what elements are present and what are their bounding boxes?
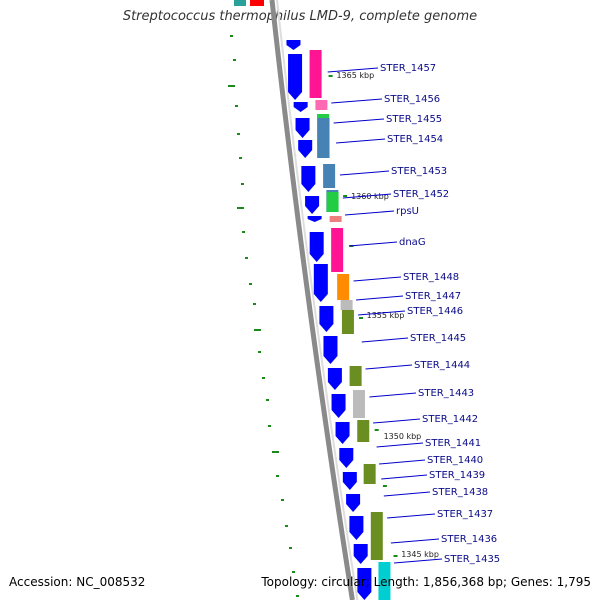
gene-label: STER_1437 xyxy=(437,509,493,520)
accession-text: Accession: NC_008532 xyxy=(9,575,146,589)
cds-arrow xyxy=(331,394,346,418)
gene-label: STER_1447 xyxy=(405,291,461,302)
cog-feature-block xyxy=(329,216,342,222)
feature-block xyxy=(234,0,246,6)
feature-block xyxy=(250,0,264,6)
cog-feature-block xyxy=(349,366,362,386)
page-title: Streptococcus thermophilus LMD-9, comple… xyxy=(122,9,478,24)
cog-feature-block xyxy=(363,464,376,484)
cog-feature-block xyxy=(315,100,328,110)
gene-label-leader xyxy=(348,241,398,247)
cog-feature-block xyxy=(378,562,391,600)
gene-label-leader xyxy=(353,276,402,282)
gene-label: STER_1440 xyxy=(427,455,483,466)
gene-label: STER_1457 xyxy=(380,63,436,74)
gene-label: dnaG xyxy=(399,237,426,248)
cog-feature-block xyxy=(323,164,336,188)
gene-label: STER_1446 xyxy=(407,306,463,317)
gene-label-leader xyxy=(379,459,426,465)
gene-label: STER_1455 xyxy=(386,114,442,125)
gene-label-leader xyxy=(339,170,390,176)
cog-feature-block xyxy=(317,118,330,158)
kbp-tick-label: 1360 kbp xyxy=(351,192,389,201)
gene-label-leader xyxy=(356,295,404,301)
cds-arrow xyxy=(298,140,313,158)
gene-label: STER_1438 xyxy=(432,487,488,498)
gene-label-leader xyxy=(390,538,440,544)
backbone-shadow xyxy=(276,0,359,600)
gene-label: rpsU xyxy=(396,206,419,217)
gene-label-leader xyxy=(369,392,417,398)
cog-feature-block xyxy=(337,274,350,300)
cds-arrow xyxy=(293,102,308,112)
gene-label: STER_1435 xyxy=(444,554,500,565)
cds-arrow xyxy=(295,118,310,138)
gene-label-leader xyxy=(342,193,392,199)
gene-label-leader xyxy=(331,98,383,104)
cog-feature-block xyxy=(352,390,365,418)
cog-feature-block xyxy=(331,228,344,272)
cds-arrow xyxy=(339,448,354,468)
gene-label-leader xyxy=(393,558,443,564)
backbone-line xyxy=(269,0,355,600)
gene-label: STER_1454 xyxy=(387,134,443,145)
gene-label: STER_1444 xyxy=(414,360,470,371)
kbp-tick-label: 1345 kbp xyxy=(401,550,439,559)
gene-label-leader xyxy=(383,491,431,497)
gene-label-leader xyxy=(361,337,409,343)
kbp-tick-label: 1355 kbp xyxy=(367,311,405,320)
gene-label: STER_1445 xyxy=(410,333,466,344)
gene-label: STER_1448 xyxy=(403,272,459,283)
cds-arrow xyxy=(286,40,301,50)
cds-arrow xyxy=(357,568,372,600)
gene-label-leader xyxy=(365,364,413,370)
cog-feature-block xyxy=(340,300,353,310)
gene-label: STER_1452 xyxy=(393,189,449,200)
gene-label-leader xyxy=(327,67,379,73)
gene-label-leader xyxy=(358,310,406,316)
topology-text: Topology: circular; Length: 1,856,368 bp… xyxy=(261,575,591,589)
cds-arrow xyxy=(307,216,322,222)
gene-label: STER_1456 xyxy=(384,94,440,105)
cds-arrow xyxy=(327,368,342,390)
gene-label-leader xyxy=(333,118,385,124)
cds-arrow xyxy=(319,306,334,332)
cds-arrow xyxy=(346,494,361,512)
cds-arrow xyxy=(305,196,320,214)
gene-label: STER_1436 xyxy=(441,534,497,545)
cog-feature-block xyxy=(341,310,354,334)
gene-label-leader xyxy=(387,513,436,519)
cog-feature-block xyxy=(370,512,383,560)
cds-arrow xyxy=(313,264,328,302)
gene-label-leader xyxy=(336,138,386,144)
cds-arrow xyxy=(301,166,316,192)
cds-arrow xyxy=(335,422,350,444)
cog-feature-block xyxy=(326,192,339,212)
cds-arrow xyxy=(309,232,324,262)
gene-label: STER_1439 xyxy=(429,470,485,481)
gene-label-leader xyxy=(344,210,395,216)
gene-label: STER_1453 xyxy=(391,166,447,177)
cds-arrow xyxy=(323,336,338,364)
cog-feature-block xyxy=(357,420,370,442)
cds-arrow xyxy=(288,54,303,100)
kbp-tick-label: 1350 kbp xyxy=(384,432,422,441)
gene-label: STER_1443 xyxy=(418,388,474,399)
gene-label: STER_1442 xyxy=(422,414,478,425)
gene-label: STER_1441 xyxy=(425,438,481,449)
gene-label-leader xyxy=(381,474,428,480)
cds-arrow xyxy=(353,544,368,564)
gene-label-leader xyxy=(373,418,421,424)
cog-feature-block xyxy=(309,50,322,98)
cds-arrow xyxy=(342,472,357,490)
kbp-tick-label: 1365 kbp xyxy=(336,71,374,80)
gene-label-leader xyxy=(376,442,424,448)
cds-arrow xyxy=(349,516,364,540)
